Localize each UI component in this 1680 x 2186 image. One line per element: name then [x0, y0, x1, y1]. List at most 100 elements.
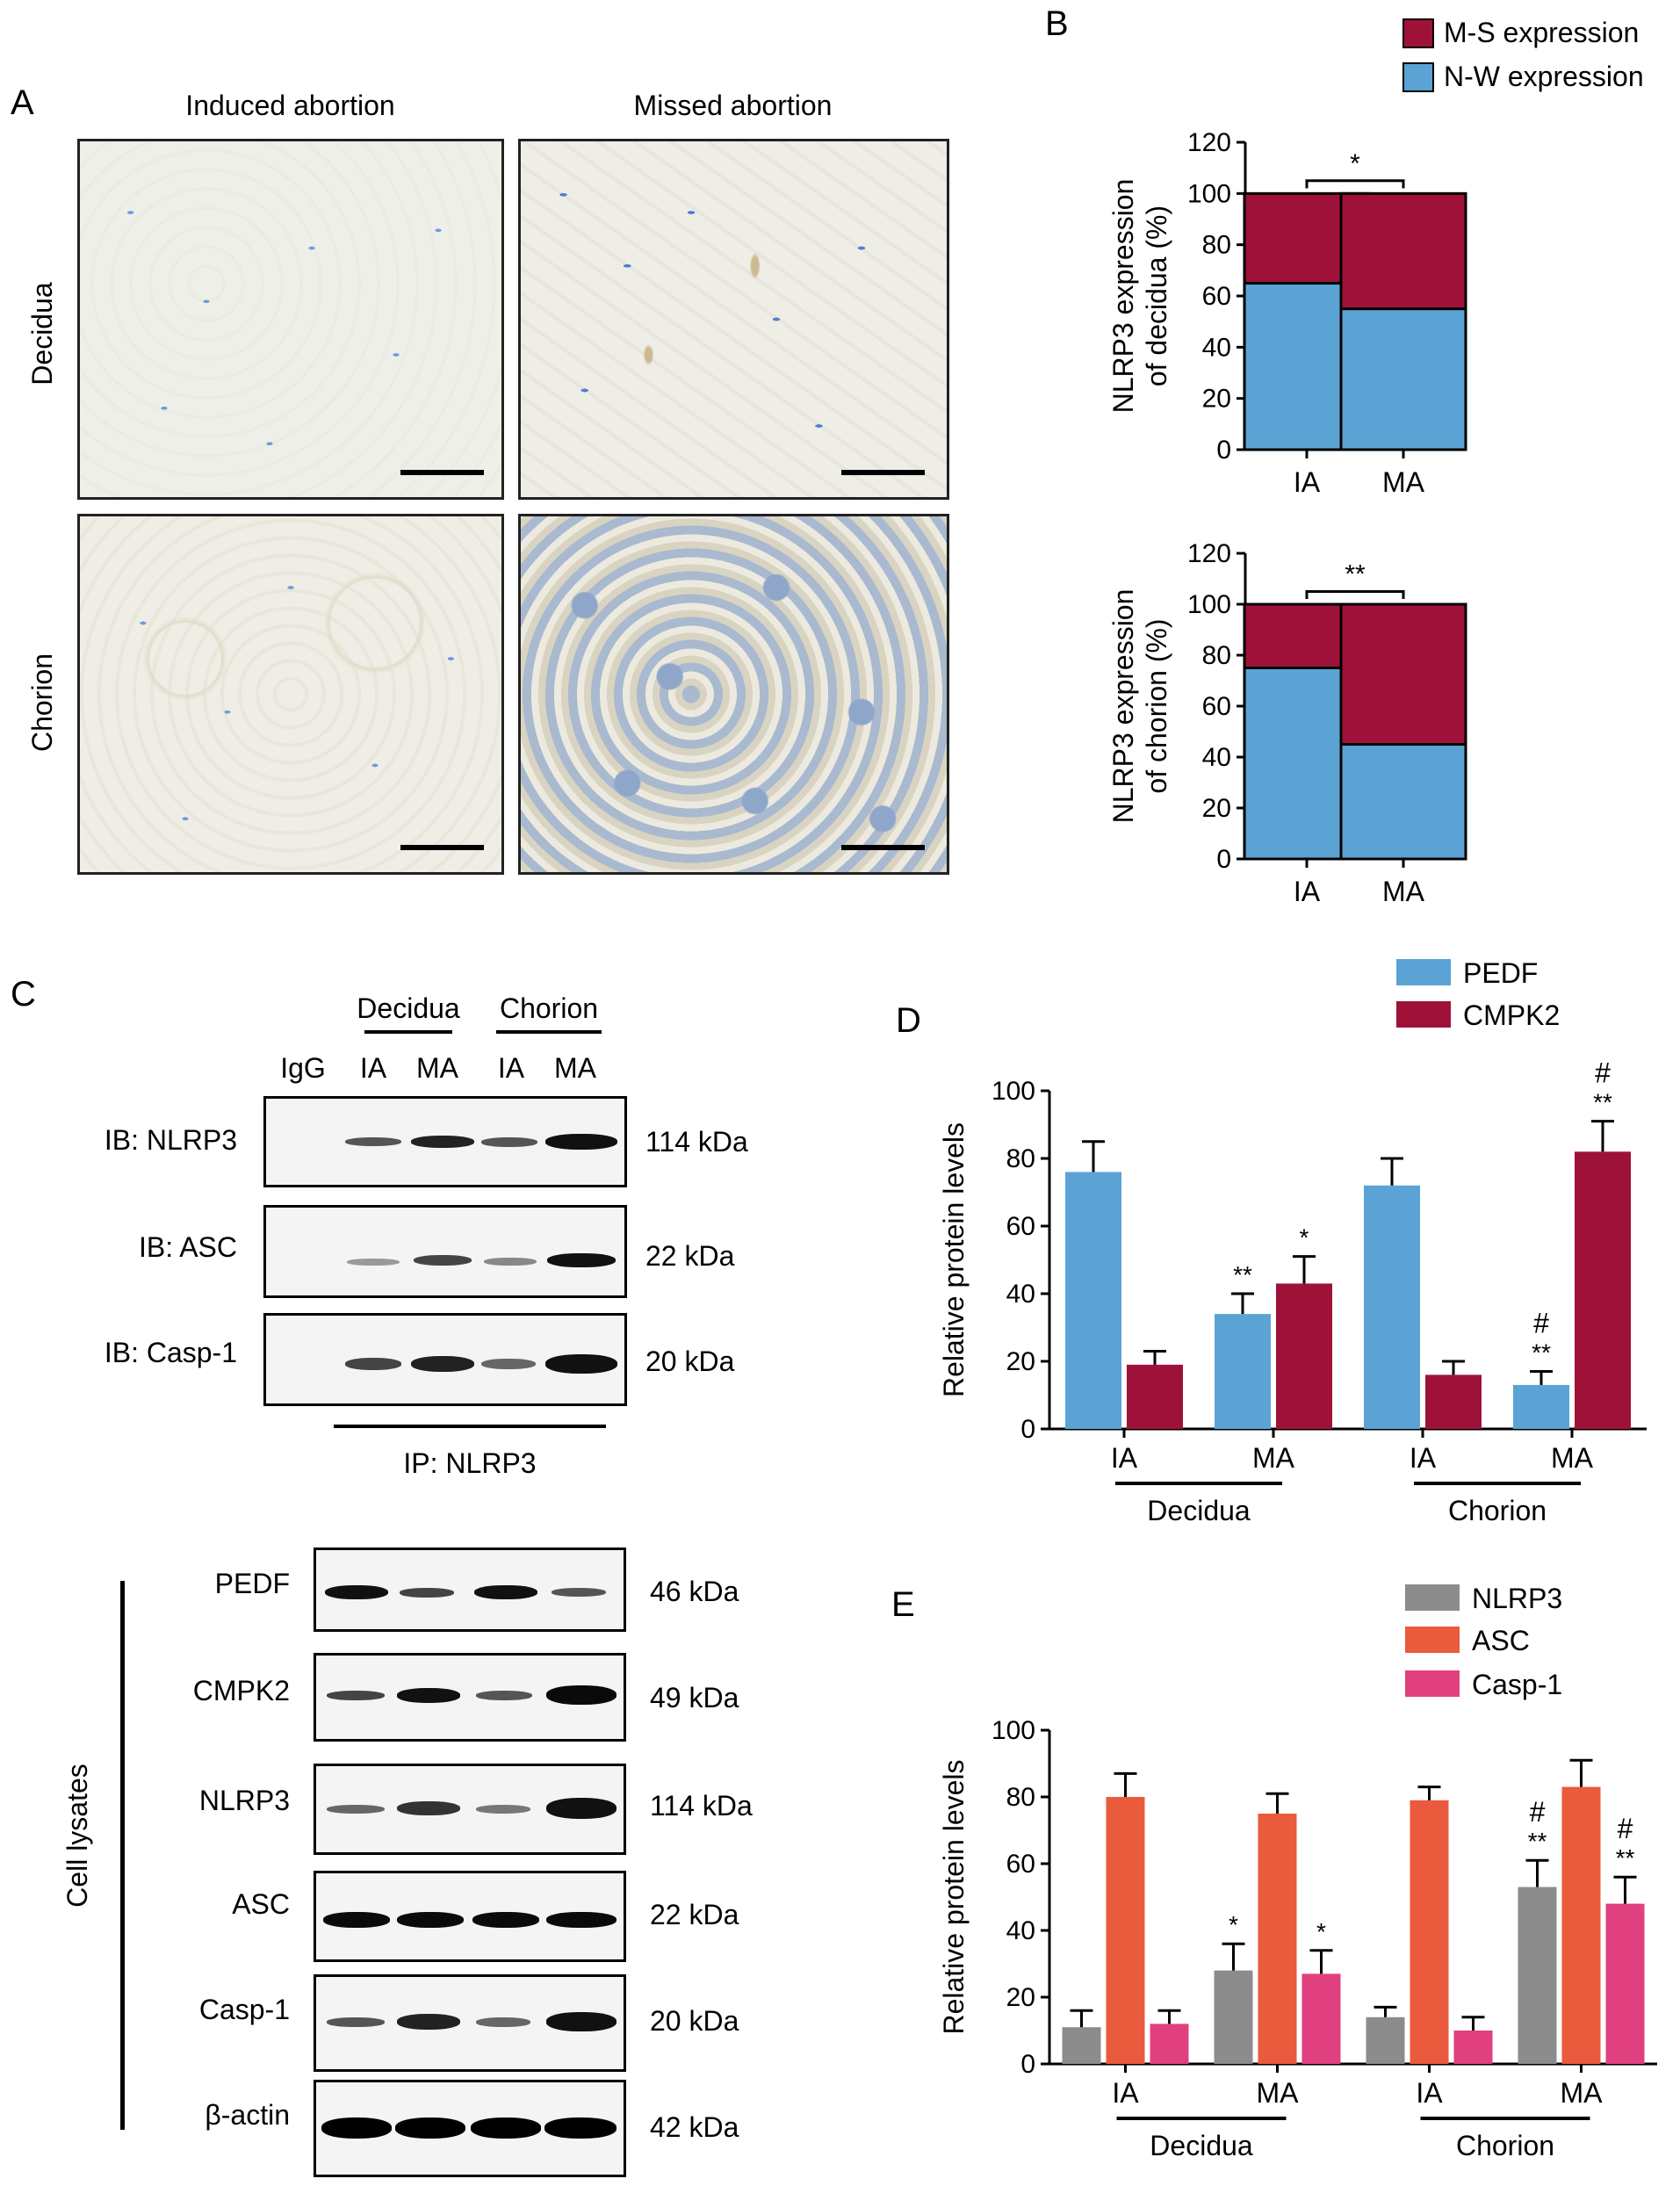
panel-label-a: A	[11, 83, 34, 122]
kda-label: 20 kDa	[645, 1346, 735, 1377]
legend-swatch	[1396, 1001, 1451, 1028]
y-axis-label: of chorion (%)	[1141, 618, 1172, 793]
blot-ip-nlrp3	[263, 1096, 627, 1187]
lane-label: IA	[359, 1052, 387, 1084]
blot-label: PEDF	[214, 1568, 290, 1599]
scale-bar	[400, 470, 484, 475]
blot-label: NLRP3	[198, 1785, 290, 1816]
kda-label: 22 kDa	[645, 1240, 735, 1272]
y-axis-label: Relative protein levels	[938, 1759, 970, 2034]
significance-label: *	[1350, 149, 1360, 178]
kda-label: 114 kDa	[650, 1790, 753, 1822]
blot-lysate-casp1	[314, 1974, 626, 2072]
group-label-chorion: Chorion	[499, 992, 599, 1024]
significance-label: *	[1316, 1918, 1326, 1945]
y-tick-label: 0	[1020, 2050, 1035, 2079]
blot-label: β-actin	[205, 2099, 290, 2131]
x-tick-label: IA	[1111, 1442, 1138, 1474]
legend-swatch-nw	[1402, 62, 1434, 92]
significance-label: **	[1593, 1089, 1612, 1116]
significance-label: #	[1530, 1796, 1546, 1828]
y-tick-label: 0	[1020, 1415, 1035, 1444]
group-line-decidua	[364, 1030, 452, 1034]
y-tick-label: 60	[1202, 282, 1231, 311]
legend-swatch	[1405, 1670, 1460, 1697]
blot-lysate-actin	[314, 2080, 626, 2177]
bar	[1425, 1374, 1482, 1429]
col-header-induced: Induced abortion	[185, 90, 395, 121]
x-tick-label: MA	[1561, 2077, 1604, 2109]
bar	[1301, 1973, 1341, 2064]
y-tick-label: 40	[1202, 333, 1231, 362]
bar	[1410, 1800, 1449, 2064]
bar	[1513, 1384, 1569, 1429]
micrograph-decidua-induced	[77, 139, 504, 500]
y-tick-label: 60	[1202, 692, 1231, 721]
y-tick-label: 120	[1187, 539, 1231, 568]
legend-swatch-ms	[1402, 18, 1434, 48]
y-tick-label: 0	[1216, 845, 1231, 874]
bar-segment	[1339, 743, 1467, 861]
lane-label: MA	[554, 1052, 596, 1084]
bar	[1062, 2027, 1101, 2064]
col-header-missed: Missed abortion	[633, 90, 833, 121]
scale-bar	[841, 845, 925, 850]
x-tick-label: IA	[1294, 466, 1321, 498]
legend-label: PEDF	[1463, 957, 1538, 989]
bar	[1065, 1172, 1121, 1429]
x-tick-label: IA	[1294, 876, 1321, 907]
y-tick-label: 20	[1006, 1983, 1035, 2012]
blot-lysate-nlrp3	[314, 1764, 626, 1855]
panel-b: M-S expression N-W expression 0 20 40 60 80 1…	[1107, 17, 1644, 907]
bar	[1258, 1814, 1297, 2064]
legend-label: ASC	[1472, 1625, 1530, 1656]
significance-bracket	[1305, 179, 1405, 189]
panel-label-c: C	[11, 975, 36, 1014]
y-tick-label: 20	[1202, 385, 1231, 414]
y-tick-label: 100	[1187, 179, 1231, 208]
x-tick-label: IA	[1112, 2077, 1139, 2109]
legend-label: NLRP3	[1472, 1583, 1562, 1614]
lysate-bracket	[120, 1581, 125, 2130]
y-tick-label: 40	[1006, 1280, 1035, 1309]
y-tick-label: 120	[1187, 128, 1231, 157]
kda-label: 46 kDa	[650, 1576, 739, 1607]
bar	[1366, 2016, 1405, 2064]
legend-swatch	[1405, 1627, 1460, 1653]
panel-label-d: D	[896, 1001, 921, 1040]
bar-segment	[1339, 602, 1467, 746]
kda-label: 20 kDa	[650, 2005, 739, 2037]
kda-label: 49 kDa	[650, 1682, 739, 1713]
bar	[1150, 2024, 1189, 2064]
panel-label-e: E	[891, 1585, 915, 1624]
legend-label: Casp-1	[1472, 1669, 1562, 1700]
blot-label: IB: Casp-1	[104, 1337, 237, 1368]
y-tick-label: 80	[1202, 231, 1231, 260]
scale-bar	[841, 470, 925, 475]
bar	[1518, 1887, 1557, 2064]
significance-label: **	[1233, 1261, 1252, 1288]
blot-label: Casp-1	[198, 1994, 290, 2025]
significance-label: **	[1532, 1339, 1551, 1367]
micrograph-decidua-missed	[518, 139, 949, 500]
bar	[1215, 1314, 1271, 1429]
scale-bar	[400, 845, 484, 850]
x-tick-label: MA	[1382, 466, 1425, 498]
significance-label: #	[1595, 1057, 1611, 1089]
significance-label: *	[1229, 1911, 1238, 1938]
group-line-chorion	[496, 1030, 602, 1034]
blot-label: IB: NLRP3	[104, 1124, 237, 1156]
row-label-chorion: Chorion	[26, 653, 58, 753]
x-tick-label: MA	[1252, 1442, 1295, 1474]
kda-label: 22 kDa	[650, 1899, 739, 1930]
blot-lysate-asc	[314, 1871, 626, 1962]
group-label-decidua: Decidua	[357, 992, 460, 1024]
significance-label: **	[1345, 560, 1366, 589]
y-tick-label: 100	[1187, 590, 1231, 619]
x-tick-label: IA	[1416, 2077, 1443, 2109]
legend-label-ms: M-S expression	[1444, 17, 1639, 48]
y-axis-label: of decidua (%)	[1141, 206, 1172, 386]
